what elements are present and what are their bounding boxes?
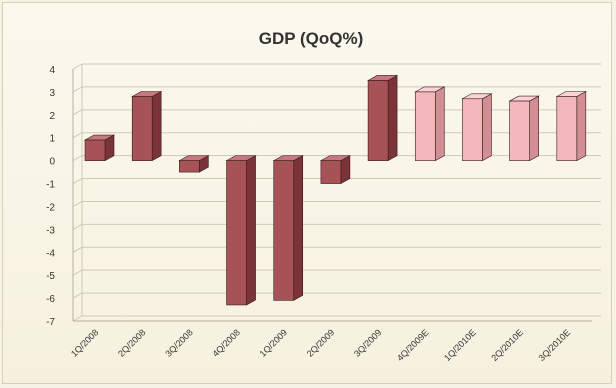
x-tick-label: 1Q/2010E	[442, 327, 478, 363]
gdp-bar-chart: GDP (QoQ%) 4 3 2 1 0 -1 -2 -3 -4 -5 -6 -7 1Q/2008 2Q…	[46, 29, 601, 363]
bar-front	[131, 96, 153, 161]
bar-front	[556, 96, 578, 161]
gridline-depth	[72, 292, 83, 299]
y-tick-label: 0	[49, 157, 55, 168]
gridline-depth	[72, 178, 83, 184]
bar	[319, 155, 352, 185]
gridline-depth	[72, 223, 83, 230]
bars	[83, 74, 587, 306]
bar-side	[482, 93, 492, 162]
chart-frame: GDP (QoQ%) 4 3 2 1 0 -1 -2 -3 -4 -5 -6 -7 1Q/2008 2Q…	[2, 2, 612, 384]
gridline-depth	[72, 132, 83, 139]
gridline-depth	[72, 315, 83, 322]
bar	[508, 95, 540, 162]
gridline-depth	[72, 86, 83, 93]
y-tick-label: 4	[49, 65, 55, 76]
bar	[366, 74, 399, 162]
bar-side	[434, 86, 445, 162]
axes	[72, 64, 592, 322]
x-tick-label: 3Q/2008	[163, 327, 194, 358]
y-tick-label: 2	[49, 111, 55, 122]
x-tick-label: 3Q/2009	[352, 327, 383, 358]
x-tick-label: 2Q/2009	[305, 327, 336, 358]
bar-front	[320, 160, 342, 184]
bar-side	[529, 95, 539, 162]
y-tick-label: -2	[46, 202, 55, 213]
y-tick-label: -6	[46, 294, 55, 305]
gridline-depth	[72, 109, 83, 116]
x-tick-labels: 1Q/2008 2Q/2008 3Q/2008 4Q/2008 1Q/2009 2Q/20…	[69, 327, 572, 363]
bar-side	[293, 155, 304, 301]
bar	[414, 86, 446, 162]
bar-front	[179, 160, 200, 173]
x-tick-label: 3Q/2010E	[537, 327, 573, 363]
gridline-depth	[72, 246, 83, 253]
bar-side	[246, 155, 256, 306]
bar	[461, 93, 493, 162]
gridline-depth	[72, 155, 83, 162]
bar-front	[462, 98, 483, 161]
bar	[272, 155, 304, 301]
bar-front	[367, 80, 389, 161]
x-tick-label: 1Q/2009	[258, 327, 289, 358]
x-tick-label: 4Q/2009E	[395, 327, 431, 363]
bar-front	[84, 139, 106, 161]
x-tick-label: 2Q/2010E	[489, 327, 525, 363]
y-tick-label: -1	[46, 180, 55, 191]
y-tick-label: 1	[49, 134, 55, 145]
bar-front	[509, 100, 530, 161]
bar	[555, 90, 587, 162]
bar-front	[414, 91, 436, 161]
gridline-depth	[72, 201, 83, 207]
y-tick-labels: 4 3 2 1 0 -1 -2 -3 -4 -5 -6 -7	[46, 65, 55, 328]
chart-title: GDP (QoQ%)	[259, 29, 364, 48]
bar-front	[273, 160, 295, 301]
bar-side	[151, 90, 162, 162]
y-tick-label: -4	[46, 248, 55, 259]
gridline-depth	[72, 269, 83, 276]
gridlines	[72, 63, 601, 322]
x-tick-label: 4Q/2008	[210, 327, 241, 358]
bar	[131, 90, 163, 162]
y-tick-label: 3	[49, 88, 55, 99]
y-tick-label: -3	[46, 225, 55, 236]
bar-side	[576, 90, 587, 162]
bar	[83, 134, 116, 162]
y-tick-label: -5	[46, 271, 55, 282]
y-tick-label: -7	[46, 317, 55, 328]
bar	[225, 155, 257, 306]
gridline-depth	[72, 63, 83, 70]
bar	[178, 155, 210, 173]
x-tick-label: 1Q/2008	[69, 327, 100, 358]
bar-front	[226, 160, 247, 306]
bar-side	[387, 74, 398, 162]
x-tick-label: 2Q/2008	[116, 327, 147, 358]
